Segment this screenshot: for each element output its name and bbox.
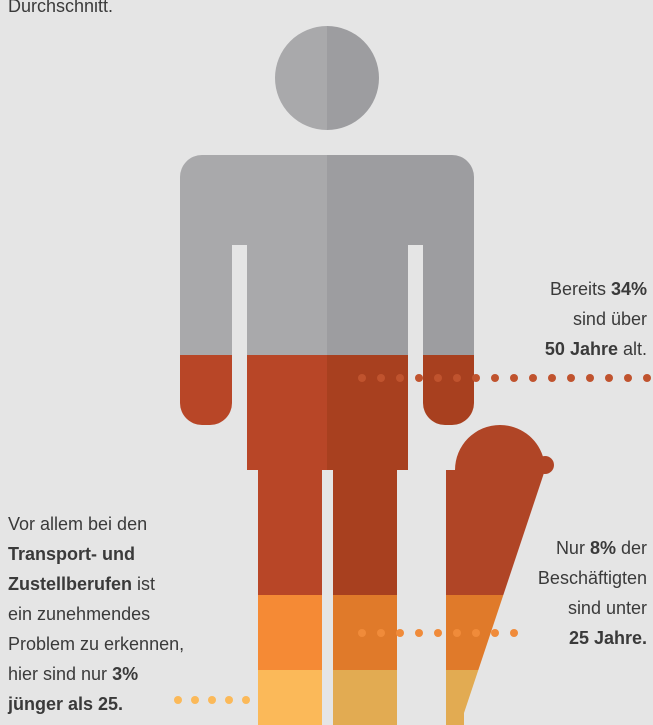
dot: [377, 629, 385, 637]
dot: [358, 374, 366, 382]
annotation-line: Problem zu erkennen,: [8, 634, 184, 654]
dot: [208, 696, 216, 704]
dot: [396, 629, 404, 637]
annotation-line: Transport- und: [8, 544, 135, 564]
text: Vor allem bei den: [8, 514, 147, 534]
bold-text: 8%: [590, 538, 616, 558]
annotation-line: Bereits 34%: [550, 279, 647, 299]
dot: [415, 629, 423, 637]
dot: [174, 696, 182, 704]
text: Problem zu erkennen,: [8, 634, 184, 654]
annotation-line: Beschäftigten: [538, 568, 647, 588]
annotation-line: 50 Jahre alt.: [545, 339, 647, 359]
dot: [567, 374, 575, 382]
dotted-line-3: [174, 696, 250, 704]
dot: [586, 374, 594, 382]
text: sind über: [573, 309, 647, 329]
dot: [491, 374, 499, 382]
dot: [453, 629, 461, 637]
dot: [358, 629, 366, 637]
dot: [510, 374, 518, 382]
dot: [605, 374, 613, 382]
dot: [548, 374, 556, 382]
bold-text: 3%: [112, 664, 138, 684]
annotation-line: hier sind nur 3%: [8, 664, 138, 684]
dotted-line-8: [358, 629, 518, 637]
bold-text: jünger als 25.: [7, 694, 123, 714]
dot: [491, 629, 499, 637]
dot: [472, 629, 480, 637]
header-text: Durchschnitt.: [8, 0, 113, 16]
text: ist: [132, 574, 155, 594]
annotation-line: ein zunehmendes: [8, 604, 150, 624]
annotation-line: Nur 8% der: [556, 538, 647, 558]
dot: [643, 374, 651, 382]
dot: [396, 374, 404, 382]
text: alt.: [618, 339, 647, 359]
annotation-line: jünger als 25.: [7, 694, 123, 714]
text: sind unter: [568, 598, 647, 618]
bold-text: 50 Jahre: [545, 339, 618, 359]
dot: [225, 696, 233, 704]
text: ein zunehmendes: [8, 604, 150, 624]
bold-text: Zustellberufen: [8, 574, 132, 594]
head: [275, 26, 379, 130]
dot: [472, 374, 480, 382]
annotation-line: Zustellberufen ist: [8, 574, 155, 594]
dot: [453, 374, 461, 382]
text: Bereits: [550, 279, 611, 299]
bold-text: 25 Jahre.: [569, 628, 647, 648]
text: der: [616, 538, 647, 558]
annotation-line: sind unter: [568, 598, 647, 618]
dot: [377, 374, 385, 382]
text: Beschäftigten: [538, 568, 647, 588]
dot: [434, 629, 442, 637]
text: Nur: [556, 538, 590, 558]
dot: [191, 696, 199, 704]
dot: [415, 374, 423, 382]
dot: [510, 629, 518, 637]
text: hier sind nur: [8, 664, 112, 684]
bold-text: Transport- und: [8, 544, 135, 564]
figure: [180, 155, 474, 725]
dotted-line-34: [358, 374, 651, 382]
annotation-line: Vor allem bei den: [8, 514, 147, 534]
annotation-line: 25 Jahre.: [569, 628, 647, 648]
dot: [529, 374, 537, 382]
annotation-line: sind über: [573, 309, 647, 329]
dot: [242, 696, 250, 704]
bold-text: 34%: [611, 279, 647, 299]
cane: [446, 425, 554, 725]
dot: [624, 374, 632, 382]
dot: [434, 374, 442, 382]
